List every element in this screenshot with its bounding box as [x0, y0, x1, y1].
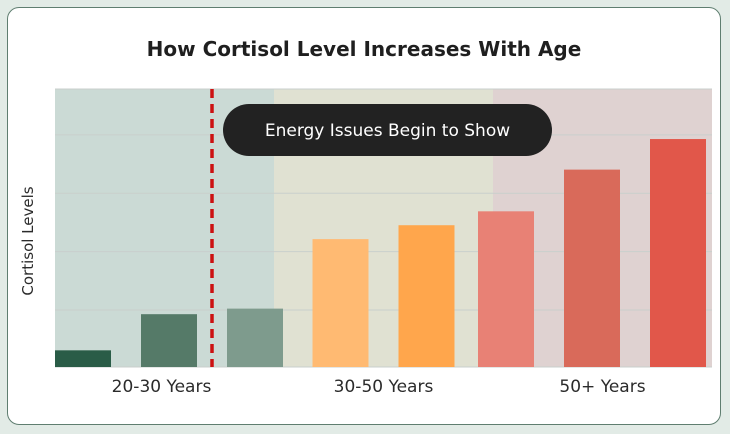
chart-card: How Cortisol Level Increases With Age En… [7, 7, 721, 425]
bar-7 [650, 139, 706, 367]
y-axis-label: Cortisol Levels [19, 186, 37, 295]
bar-2 [227, 308, 283, 367]
bar-5 [478, 211, 534, 367]
x-tick-label-1: 30-50 Years [334, 377, 434, 397]
bars [55, 139, 706, 367]
bar-0 [55, 350, 111, 367]
annotation-pill [223, 104, 552, 156]
bar-4 [398, 225, 455, 367]
x-tick-labels: 20-30 Years 30-50 Years 50+ Years [112, 377, 646, 397]
x-tick-label-2: 50+ Years [559, 377, 645, 397]
bar-1 [141, 314, 197, 367]
annotation: Energy Issues Begin to Show [223, 104, 552, 156]
bar-3 [312, 239, 369, 367]
chart-title: How Cortisol Level Increases With Age [146, 37, 582, 61]
bar-chart: Energy Issues Begin to Show 20-30 Years 3… [19, 88, 712, 397]
annotation-text: Energy Issues Begin to Show [265, 121, 510, 141]
bar-6 [564, 169, 620, 367]
x-tick-label-0: 20-30 Years [112, 377, 212, 397]
